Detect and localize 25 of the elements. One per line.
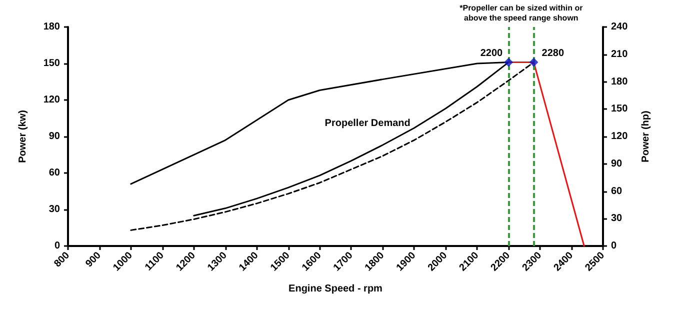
y-tick-label: 180 xyxy=(43,22,60,32)
text: *Propeller can be sized within or above the speed range shown xyxy=(460,4,583,22)
y-tick-label: 120 xyxy=(43,94,60,106)
y-tick-label: 90 xyxy=(48,131,60,142)
x-tick-label: 800 xyxy=(52,250,72,270)
y-tick-label: 0 xyxy=(54,240,60,252)
y2-tick-label: 150 xyxy=(611,104,628,115)
y2-axis-title: Power (hp) xyxy=(640,110,652,162)
annotation: 2280 xyxy=(542,48,564,59)
annotation: Propeller Demand xyxy=(324,118,410,129)
x-tick-label: 900 xyxy=(84,250,104,270)
y2-tick-label: 210 xyxy=(611,48,628,60)
y2-tick-label: 90 xyxy=(611,158,623,170)
y2-tick-label: 0 xyxy=(611,240,617,252)
y-tick-label: 150 xyxy=(43,58,60,69)
y2-tick-label: 180 xyxy=(611,76,628,88)
y2-tick-label: 120 xyxy=(611,131,628,142)
annotation: 2200 xyxy=(480,48,504,59)
y-tick-label: 60 xyxy=(48,168,60,178)
x-axis-title: Engine Speed - rpm xyxy=(288,284,383,294)
y-tick-label: 30 xyxy=(48,204,60,215)
y2-tick-label: 240 xyxy=(611,22,628,32)
y2-tick-label: 30 xyxy=(611,213,623,224)
y2-tick-label: 60 xyxy=(611,186,623,197)
y-axis-title: Power (kw) xyxy=(18,110,28,163)
